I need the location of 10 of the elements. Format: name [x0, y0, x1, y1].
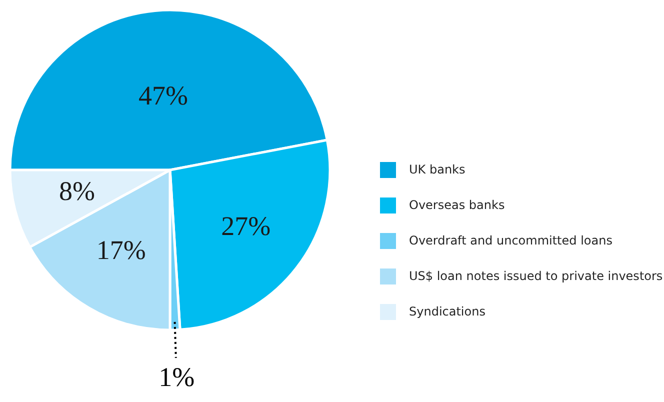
data-label: 27%	[221, 211, 271, 242]
legend-label: Overseas banks	[409, 198, 505, 212]
data-label: 47%	[138, 80, 188, 111]
legend-label: Syndications	[409, 304, 486, 318]
legend-label: UK banks	[409, 162, 466, 176]
data-label: 8%	[59, 176, 96, 206]
data-label: 1%	[158, 362, 195, 392]
data-label: 17%	[96, 234, 146, 265]
legend-label: Overdraft and uncommitted loans	[409, 233, 612, 248]
legend-label: US$ loan notes issued to private investors	[409, 268, 663, 283]
